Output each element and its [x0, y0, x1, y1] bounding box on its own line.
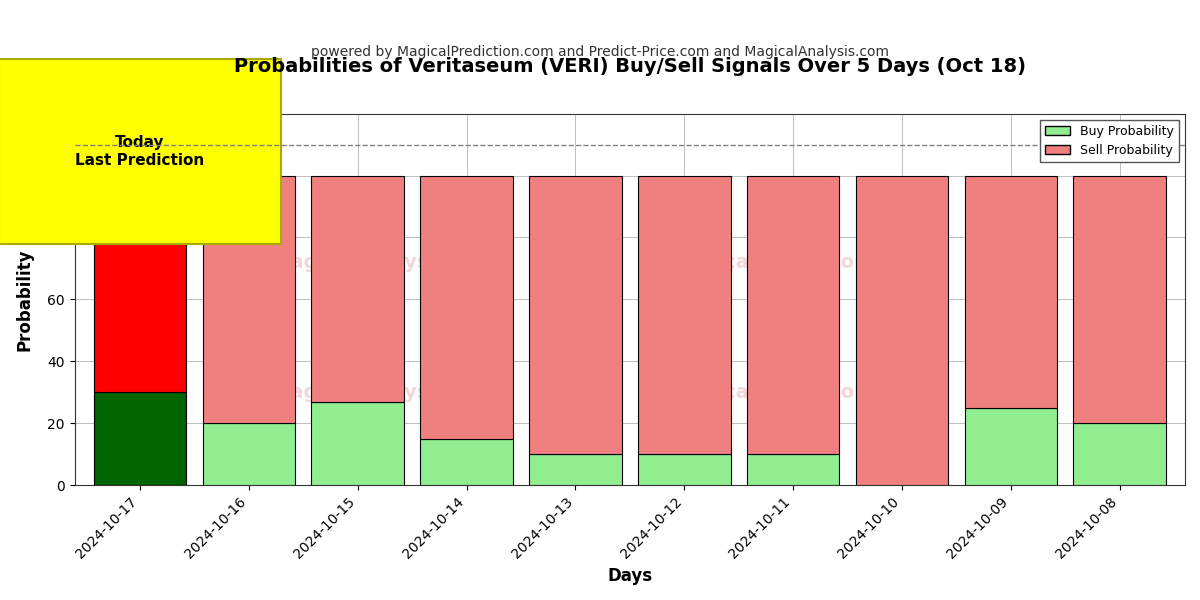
Bar — [312, 401, 404, 485]
Bar — [203, 423, 295, 485]
Bar — [638, 454, 731, 485]
Text: MagicalAnalysis.com: MagicalAnalysis.com — [271, 383, 499, 402]
Text: MagicalAnalysis.com: MagicalAnalysis.com — [271, 253, 499, 272]
Bar — [965, 176, 1057, 408]
Bar — [856, 176, 948, 485]
Text: MagicalPrediction.com: MagicalPrediction.com — [672, 253, 922, 272]
Bar — [1074, 423, 1166, 485]
Bar — [94, 392, 186, 485]
Bar — [638, 176, 731, 454]
Bar — [746, 176, 839, 454]
Bar — [529, 176, 622, 454]
Text: Today
Last Prediction: Today Last Prediction — [76, 136, 204, 168]
Legend: Buy Probability, Sell Probability: Buy Probability, Sell Probability — [1040, 120, 1178, 162]
Text: MagicalPrediction.com: MagicalPrediction.com — [672, 383, 922, 402]
Bar — [420, 176, 512, 439]
Title: Probabilities of Veritaseum (VERI) Buy/Sell Signals Over 5 Days (Oct 18): Probabilities of Veritaseum (VERI) Buy/S… — [234, 57, 1026, 76]
Bar — [965, 408, 1057, 485]
Bar — [529, 454, 622, 485]
Bar — [312, 176, 404, 401]
Y-axis label: Probability: Probability — [16, 248, 34, 350]
Bar — [420, 439, 512, 485]
Bar — [94, 176, 186, 392]
Bar — [746, 454, 839, 485]
Bar — [1074, 176, 1166, 423]
Text: powered by MagicalPrediction.com and Predict-Price.com and MagicalAnalysis.com: powered by MagicalPrediction.com and Pre… — [311, 45, 889, 59]
X-axis label: Days: Days — [607, 567, 653, 585]
Bar — [203, 176, 295, 423]
